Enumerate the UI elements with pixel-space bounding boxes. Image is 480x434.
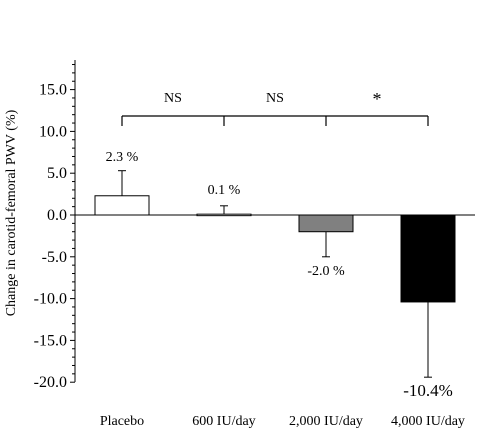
- value-label: 0.1 %: [208, 183, 241, 198]
- labels-layer: Placebo 2.3 % 600 IU/day 0.1 % 2,000 IU/day -…: [100, 150, 465, 429]
- x-tick-label: 600 IU/day: [192, 414, 255, 429]
- bar: [94, 195, 150, 216]
- y-tick-label: -15.0: [34, 332, 67, 349]
- significance-label: NS: [164, 91, 182, 106]
- axis-layer: 15.0 10.0 5.0 0.0 -5.0 -10.0 -15.0 -20.0 Change …: [4, 60, 475, 391]
- value-label: -10.4%: [403, 381, 453, 400]
- y-tick-label: 10.0: [39, 123, 67, 140]
- bar: [298, 214, 354, 233]
- value-label: 2.3 %: [106, 150, 139, 165]
- x-tick-label: 4,000 IU/day: [391, 414, 465, 429]
- significance-layer: NS NS *: [121, 89, 429, 126]
- y-tick-label: 5.0: [47, 165, 67, 182]
- bar: [400, 214, 456, 303]
- y-tick-label: -10.0: [34, 291, 67, 308]
- significance-label: *: [373, 89, 382, 109]
- y-tick-label: 0.0: [47, 207, 67, 224]
- y-tick-label: 15.0: [39, 82, 67, 99]
- significance-label: NS: [266, 91, 284, 106]
- x-tick-label: Placebo: [100, 414, 144, 429]
- x-tick-label: 2,000 IU/day: [289, 414, 363, 429]
- value-label: -2.0 %: [307, 264, 345, 279]
- y-tick-label: -5.0: [42, 249, 67, 266]
- y-axis-label: Change in carotid-femoral PWV (%): [4, 109, 19, 316]
- y-tick-label: -20.0: [34, 374, 67, 391]
- bars-layer: [94, 170, 456, 378]
- bar: [196, 213, 252, 217]
